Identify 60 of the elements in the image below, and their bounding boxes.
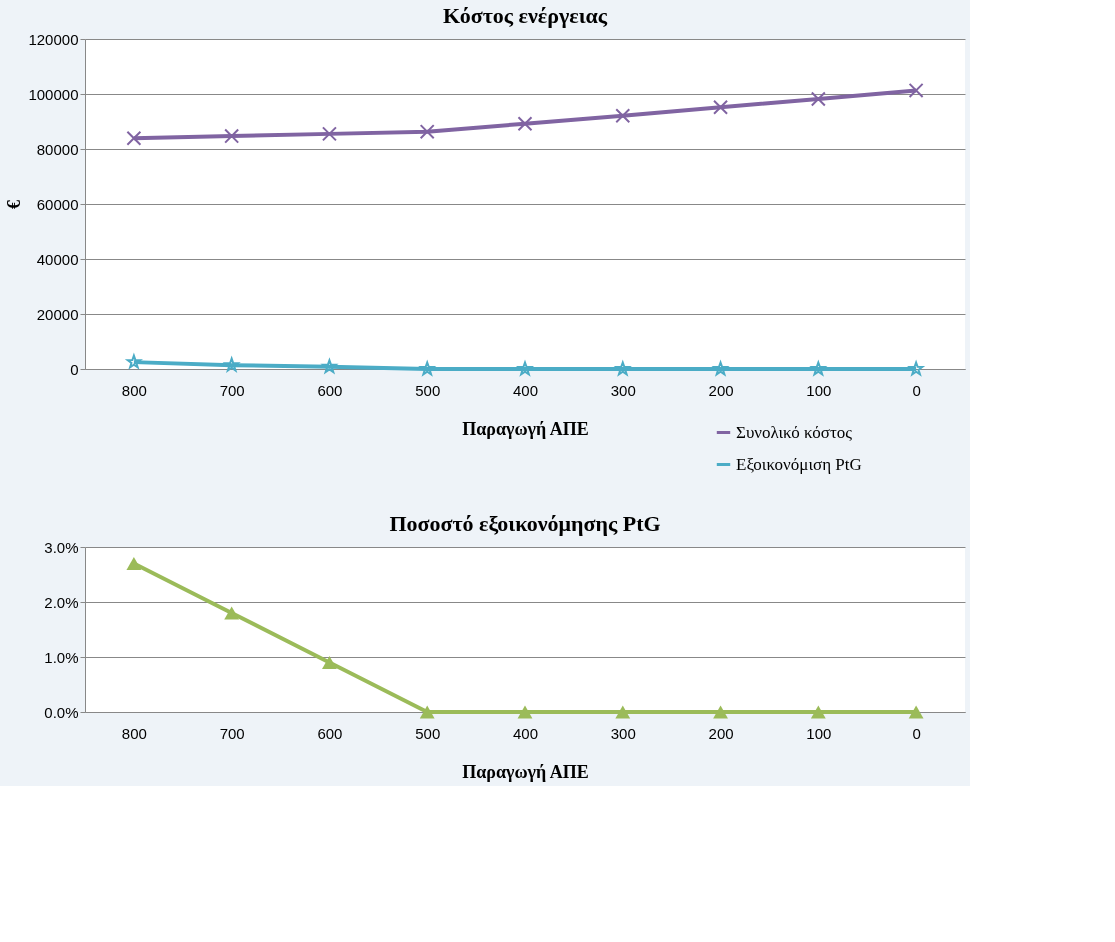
point xyxy=(615,108,631,124)
point xyxy=(126,130,142,146)
point xyxy=(517,116,533,132)
chart-title: Ποσοστό εξοικονόμησης PtG xyxy=(389,511,661,536)
x-tick-label: 600 xyxy=(317,381,343,399)
y-tick-label: 60000 xyxy=(36,195,79,213)
point xyxy=(908,705,924,719)
y-tick-label: 2.0% xyxy=(44,593,79,611)
point xyxy=(615,705,631,719)
y-tick-label: 0 xyxy=(70,360,79,378)
point xyxy=(224,606,240,620)
y-tick-label: 120000 xyxy=(28,30,79,48)
point xyxy=(419,124,435,140)
x-tick-label: 700 xyxy=(219,381,245,399)
point xyxy=(908,82,924,98)
y-tick-label: 100000 xyxy=(28,85,79,103)
x-tick-label: 200 xyxy=(708,724,734,742)
point xyxy=(322,656,337,669)
point xyxy=(517,705,533,719)
x-tick-label: 100 xyxy=(806,381,832,399)
y-axis-title: € xyxy=(4,200,25,209)
x-tick-label: 0 xyxy=(912,381,921,399)
point xyxy=(419,705,435,719)
y-tick-label: 3.0% xyxy=(44,538,79,556)
x-axis-title: Παραγωγή ΑΠΕ xyxy=(462,761,589,782)
point xyxy=(810,705,826,719)
y-tick-label: 80000 xyxy=(36,140,79,158)
x-tick-label: 500 xyxy=(415,381,441,399)
chart-title: Κόστος ενέργειας xyxy=(442,3,608,28)
x-tick-label: 100 xyxy=(806,724,832,742)
point xyxy=(713,361,728,376)
y-tick-label: 20000 xyxy=(36,305,79,323)
point xyxy=(810,91,826,107)
point xyxy=(126,557,142,570)
x-tick-label: 400 xyxy=(512,724,539,742)
x-tick-label: 200 xyxy=(708,381,734,399)
point xyxy=(125,352,143,370)
x-tick-label: 500 xyxy=(415,724,441,742)
x-tick-label: 300 xyxy=(610,724,636,742)
point xyxy=(908,361,924,376)
point xyxy=(811,361,826,376)
x-tick-label: 300 xyxy=(610,381,636,399)
x-tick-label: 400 xyxy=(512,381,539,399)
point xyxy=(517,361,533,376)
x-tick-label: 600 xyxy=(317,724,343,742)
y-tick-label: 40000 xyxy=(36,250,79,268)
x-tick-label: 700 xyxy=(219,724,245,742)
legend-label: Εξοικονόμιση PtG xyxy=(736,454,862,474)
point xyxy=(322,359,337,374)
point xyxy=(713,99,729,115)
x-tick-label: 800 xyxy=(121,724,147,742)
point xyxy=(224,128,240,144)
legend-label: Συνολικό κόστος xyxy=(736,422,853,442)
x-tick-label: 800 xyxy=(121,381,147,399)
point xyxy=(713,705,728,719)
x-axis-title: Παραγωγή ΑΠΕ xyxy=(462,418,589,439)
y-tick-label: 0.0% xyxy=(44,703,79,721)
y-tick-label: 1.0% xyxy=(44,648,79,666)
point xyxy=(321,126,337,142)
x-tick-label: 0 xyxy=(912,724,921,742)
